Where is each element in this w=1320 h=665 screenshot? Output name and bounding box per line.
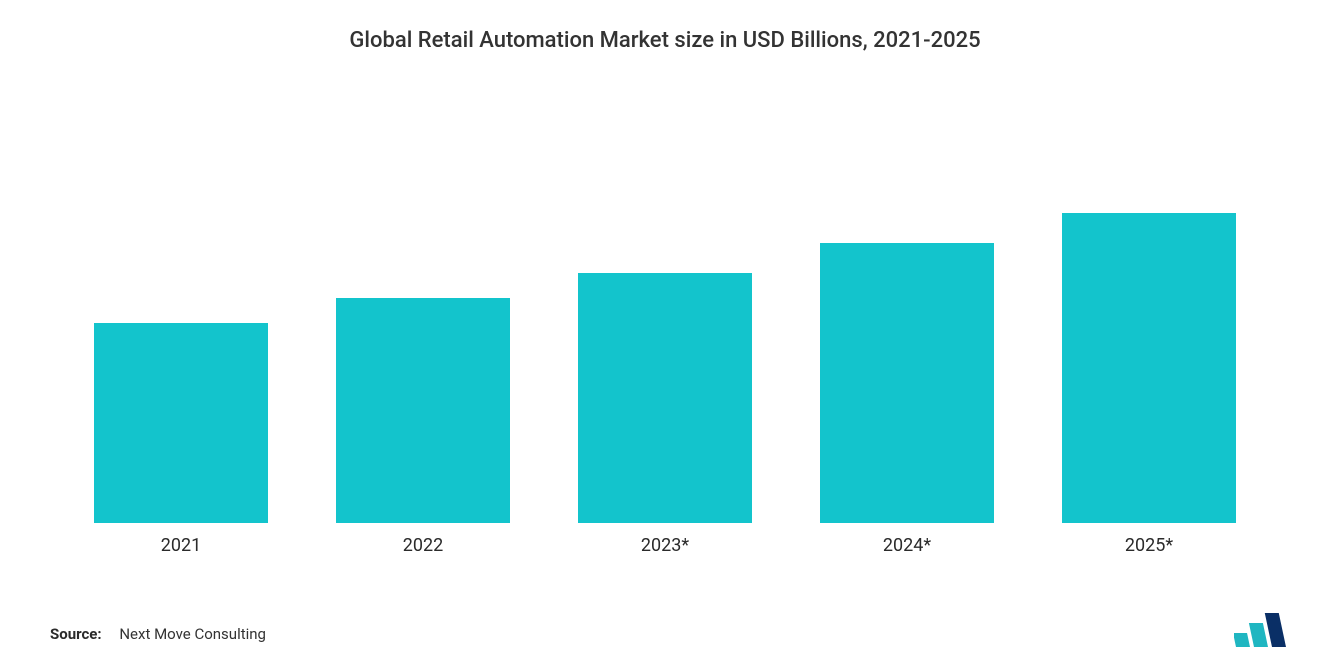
logo-bar bbox=[1234, 633, 1250, 647]
xlabel: 2021 bbox=[60, 535, 302, 556]
bar-slot bbox=[786, 83, 1028, 523]
plot-area bbox=[50, 83, 1280, 523]
bar-2021 bbox=[94, 323, 268, 523]
brand-logo-icon bbox=[1234, 611, 1290, 647]
bar-slot bbox=[1028, 83, 1270, 523]
bar-2025 bbox=[1062, 213, 1236, 523]
chart-container: Global Retail Automation Market size in … bbox=[0, 0, 1320, 665]
bar-slot bbox=[60, 83, 302, 523]
bar-slot bbox=[544, 83, 786, 523]
chart-title: Global Retail Automation Market size in … bbox=[50, 28, 1280, 53]
xlabel: 2023* bbox=[544, 535, 786, 556]
bar-slot bbox=[302, 83, 544, 523]
xlabel: 2025* bbox=[1028, 535, 1270, 556]
logo-bar bbox=[1265, 613, 1286, 647]
bar-2023 bbox=[578, 273, 752, 523]
source-text: Next Move Consulting bbox=[119, 625, 266, 643]
source-footer: Source: Next Move Consulting bbox=[50, 625, 266, 643]
x-axis-labels: 2021 2022 2023* 2024* 2025* bbox=[50, 535, 1280, 556]
logo-bar bbox=[1249, 623, 1268, 647]
source-label: Source: bbox=[50, 625, 102, 643]
xlabel: 2024* bbox=[786, 535, 1028, 556]
bar-2022 bbox=[336, 298, 510, 523]
xlabel: 2022 bbox=[302, 535, 544, 556]
bar-2024 bbox=[820, 243, 994, 523]
